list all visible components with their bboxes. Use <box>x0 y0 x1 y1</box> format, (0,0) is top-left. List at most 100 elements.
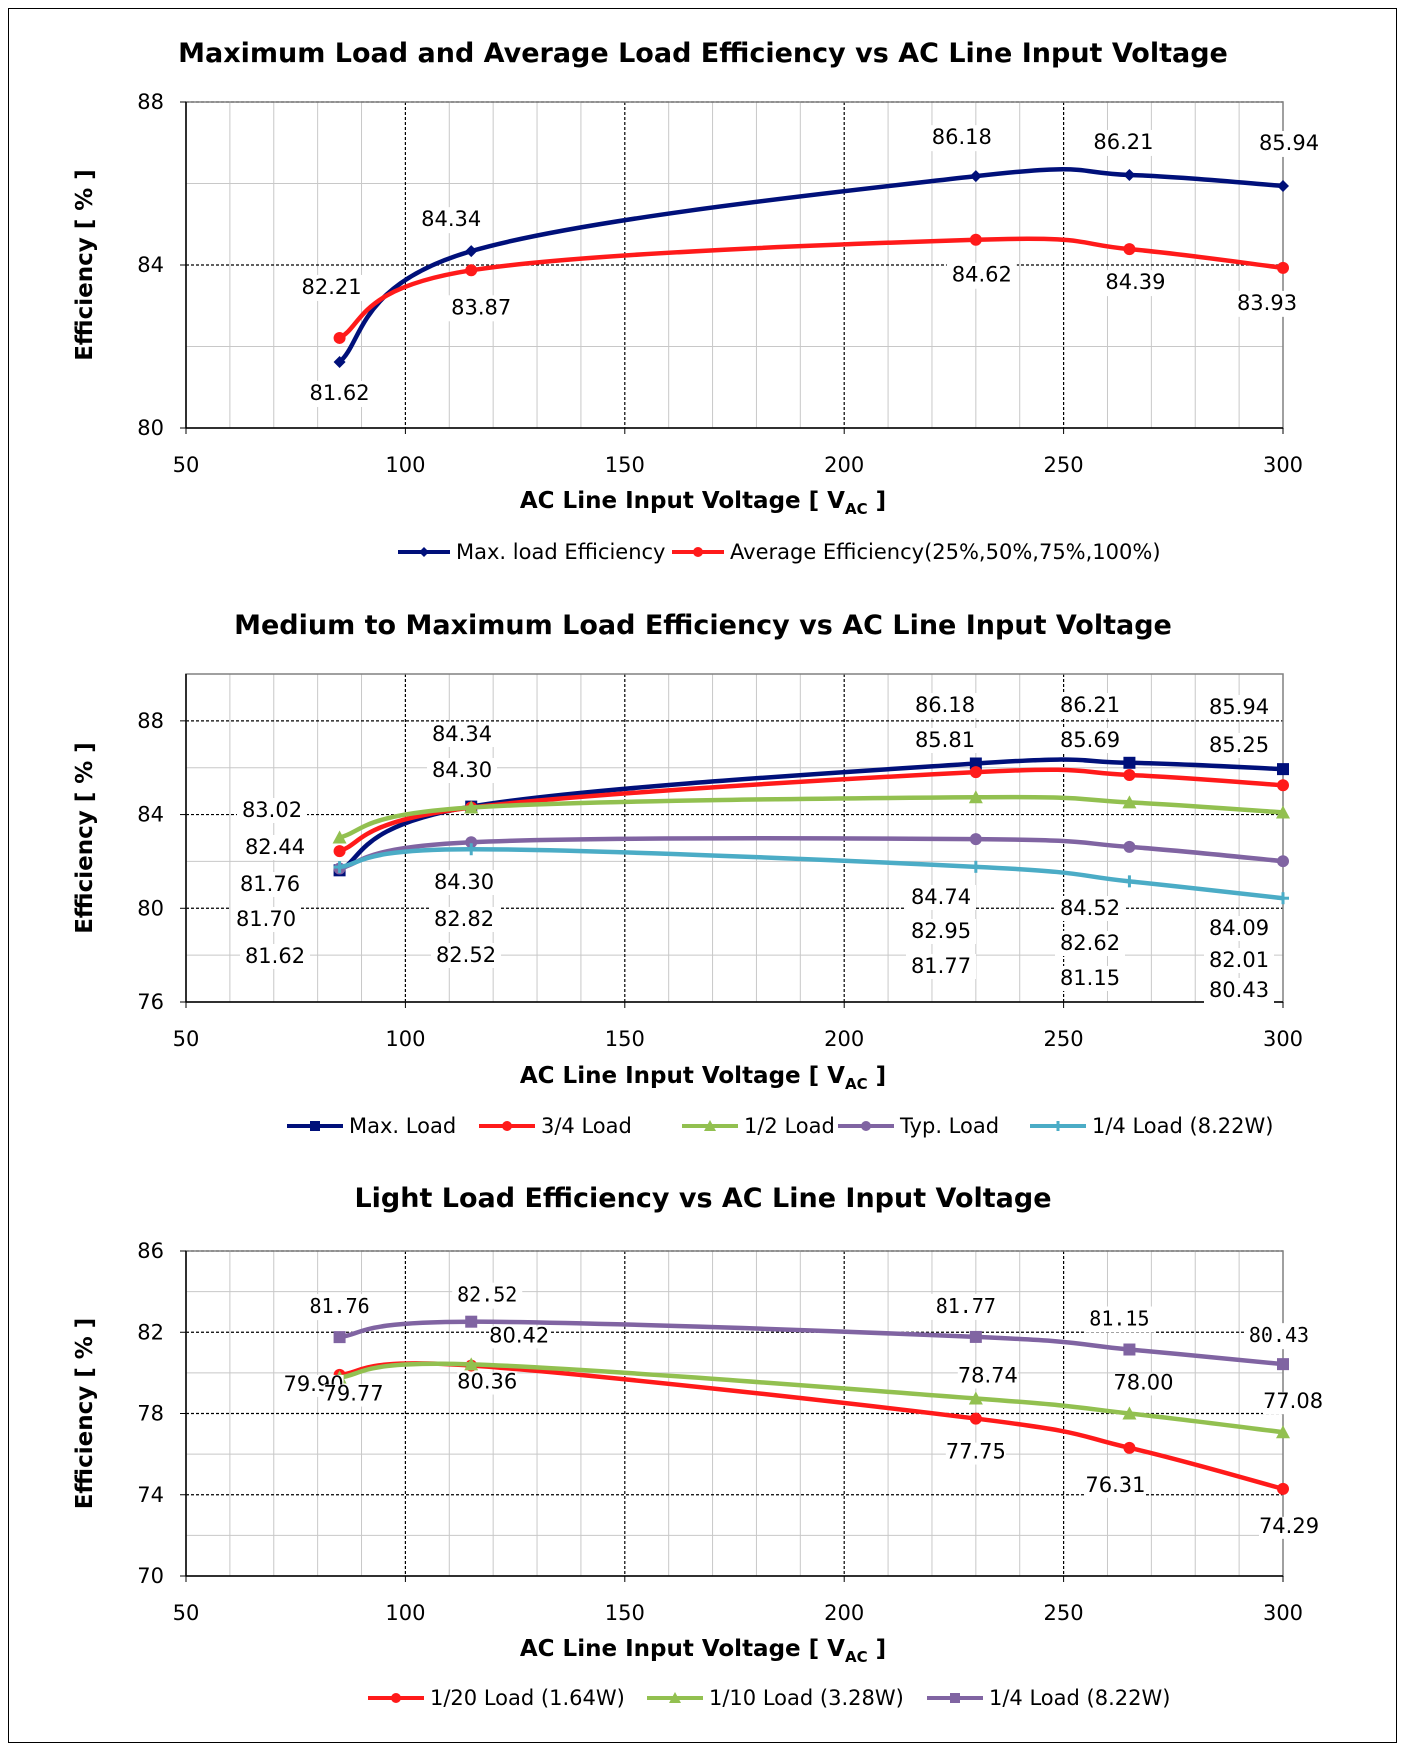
legend-label: 1/2 Load <box>744 1114 835 1138</box>
data-label: 86.21 <box>1093 130 1153 154</box>
data-label: 86.18 <box>932 125 992 149</box>
data-label-bg <box>1084 1306 1155 1333</box>
chart-3-title: Light Load Efficiency vs AC Line Input V… <box>354 1183 1051 1214</box>
series-line-3 <box>339 1319 1284 1367</box>
data-label-bg <box>1244 1323 1314 1350</box>
data-label-bg <box>1204 978 1274 1003</box>
data-label: 85.69 <box>1060 728 1120 752</box>
data-point-5 <box>465 843 478 856</box>
legend-marker <box>391 1693 401 1703</box>
data-point-2 <box>968 1391 983 1405</box>
data-label-bg <box>235 872 305 897</box>
data-label: 82.52 <box>457 1283 517 1307</box>
legend-marker <box>310 1121 320 1131</box>
data-label: 82.82 <box>434 907 494 931</box>
chart-2-x-axis-label: AC Line Input Voltage [ VAC ] <box>520 1063 886 1093</box>
data-label: 81.62 <box>245 944 305 968</box>
chart-3-legend: 1/20 Load (1.64W) 1/10 Load (3.28W) 1/4 Lo… <box>368 1686 1170 1710</box>
data-label: 84.62 <box>952 263 1012 287</box>
data-label-bg <box>452 1282 523 1309</box>
data-label: 84.34 <box>421 207 481 231</box>
data-label-bg <box>304 380 375 407</box>
legend-label: Max. load Efficiency <box>456 540 665 564</box>
data-label-bg <box>945 1442 1006 1465</box>
legend-label: 1/20 Load (1.64W) <box>430 1686 625 1710</box>
series-line-4 <box>339 836 1284 871</box>
chart-3: Light Load Efficiency vs AC Line Input V… <box>72 1183 1323 1710</box>
x-tick-label: 300 <box>1263 1601 1303 1625</box>
data-label-bg <box>1055 728 1125 753</box>
data-point-5 <box>969 860 982 873</box>
data-label: 84.09 <box>1209 916 1269 940</box>
y-tick-label: 86 <box>137 1239 164 1263</box>
data-label: 81.15 <box>1089 1307 1149 1331</box>
data-point-1 <box>1123 1441 1136 1454</box>
series-line-5 <box>339 846 1284 901</box>
data-label-bg <box>1113 1373 1174 1396</box>
y-tick-label: 82 <box>137 1320 164 1344</box>
data-point-1 <box>1123 168 1136 181</box>
data-label-bg <box>1204 948 1274 973</box>
data-label-bg <box>240 944 310 969</box>
data-point-3 <box>1277 1358 1289 1371</box>
x-axis-label-sub: AC <box>845 1075 868 1093</box>
chart-1-x-axis-label: AC Line Input Voltage [ VAC ] <box>520 488 886 518</box>
data-label: 77.75 <box>946 1440 1006 1464</box>
chart-1-legend: Max. load Efficiency Average Efficiency(2… <box>398 540 1161 564</box>
chart-3-y-axis-label: Efficiency [ % ] <box>72 1318 98 1510</box>
chart-2-series-5 <box>333 843 1289 905</box>
chart-2-major-grid <box>186 674 1283 1002</box>
data-point-3 <box>332 830 347 844</box>
data-label-bg <box>1232 290 1302 317</box>
data-label: 86.18 <box>915 693 975 717</box>
series-line-2 <box>339 1361 1284 1435</box>
data-point-1 <box>1277 763 1289 776</box>
data-label: 84.39 <box>1105 270 1165 294</box>
y-tick-label: 88 <box>137 709 164 733</box>
data-label-bg <box>1204 733 1274 758</box>
data-label: 84.34 <box>432 722 492 746</box>
data-label-bg <box>906 954 976 979</box>
x-tick-label: 50 <box>173 453 200 477</box>
data-label-bg <box>431 943 501 968</box>
data-label-bg <box>429 907 499 932</box>
data-label-bg <box>1204 916 1274 941</box>
data-point-2 <box>1123 243 1136 256</box>
y-tick-label: 80 <box>137 896 164 920</box>
chart-2-series-4 <box>333 833 1289 875</box>
x-tick-label: 200 <box>824 1601 864 1625</box>
data-label-bg <box>1100 270 1171 297</box>
data-label-bg <box>910 693 980 718</box>
chart-2-series-3 <box>332 790 1290 844</box>
data-point-3 <box>1122 795 1137 809</box>
data-label: 80.43 <box>1209 978 1269 1002</box>
data-label: 83.02 <box>242 798 302 822</box>
data-point-2 <box>333 331 346 344</box>
data-label: 81.77 <box>911 954 971 978</box>
data-label-bg <box>1055 966 1125 991</box>
data-label-bg <box>930 1293 1001 1320</box>
data-label-bg <box>416 207 487 234</box>
data-point-2 <box>1276 1425 1290 1439</box>
data-label-bg <box>906 919 976 944</box>
data-point-2 <box>1123 768 1136 781</box>
chart-3-series-3 <box>333 1315 1289 1371</box>
data-label-bg <box>1263 1392 1323 1415</box>
x-axis-label-main: AC Line Input Voltage [ V <box>520 1063 845 1089</box>
x-tick-label: 200 <box>824 453 864 477</box>
data-label: 81.70 <box>236 907 296 931</box>
data-label-bg <box>1055 931 1125 956</box>
chart-2: Medium to Maximum Load Efficiency vs AC … <box>72 610 1303 1138</box>
data-label-bg <box>304 1294 375 1321</box>
x-axis-label-sub: AC <box>845 1648 868 1666</box>
data-label: 81.76 <box>309 1294 369 1318</box>
data-point-5 <box>1277 892 1289 905</box>
data-label: 85.81 <box>915 728 975 752</box>
x-tick-label: 250 <box>1044 1027 1084 1051</box>
y-tick-label: 80 <box>137 416 164 440</box>
legend-marker <box>693 547 703 557</box>
series-line-2 <box>338 236 1284 340</box>
data-point-3 <box>968 790 983 804</box>
data-label-bg <box>1088 129 1159 156</box>
